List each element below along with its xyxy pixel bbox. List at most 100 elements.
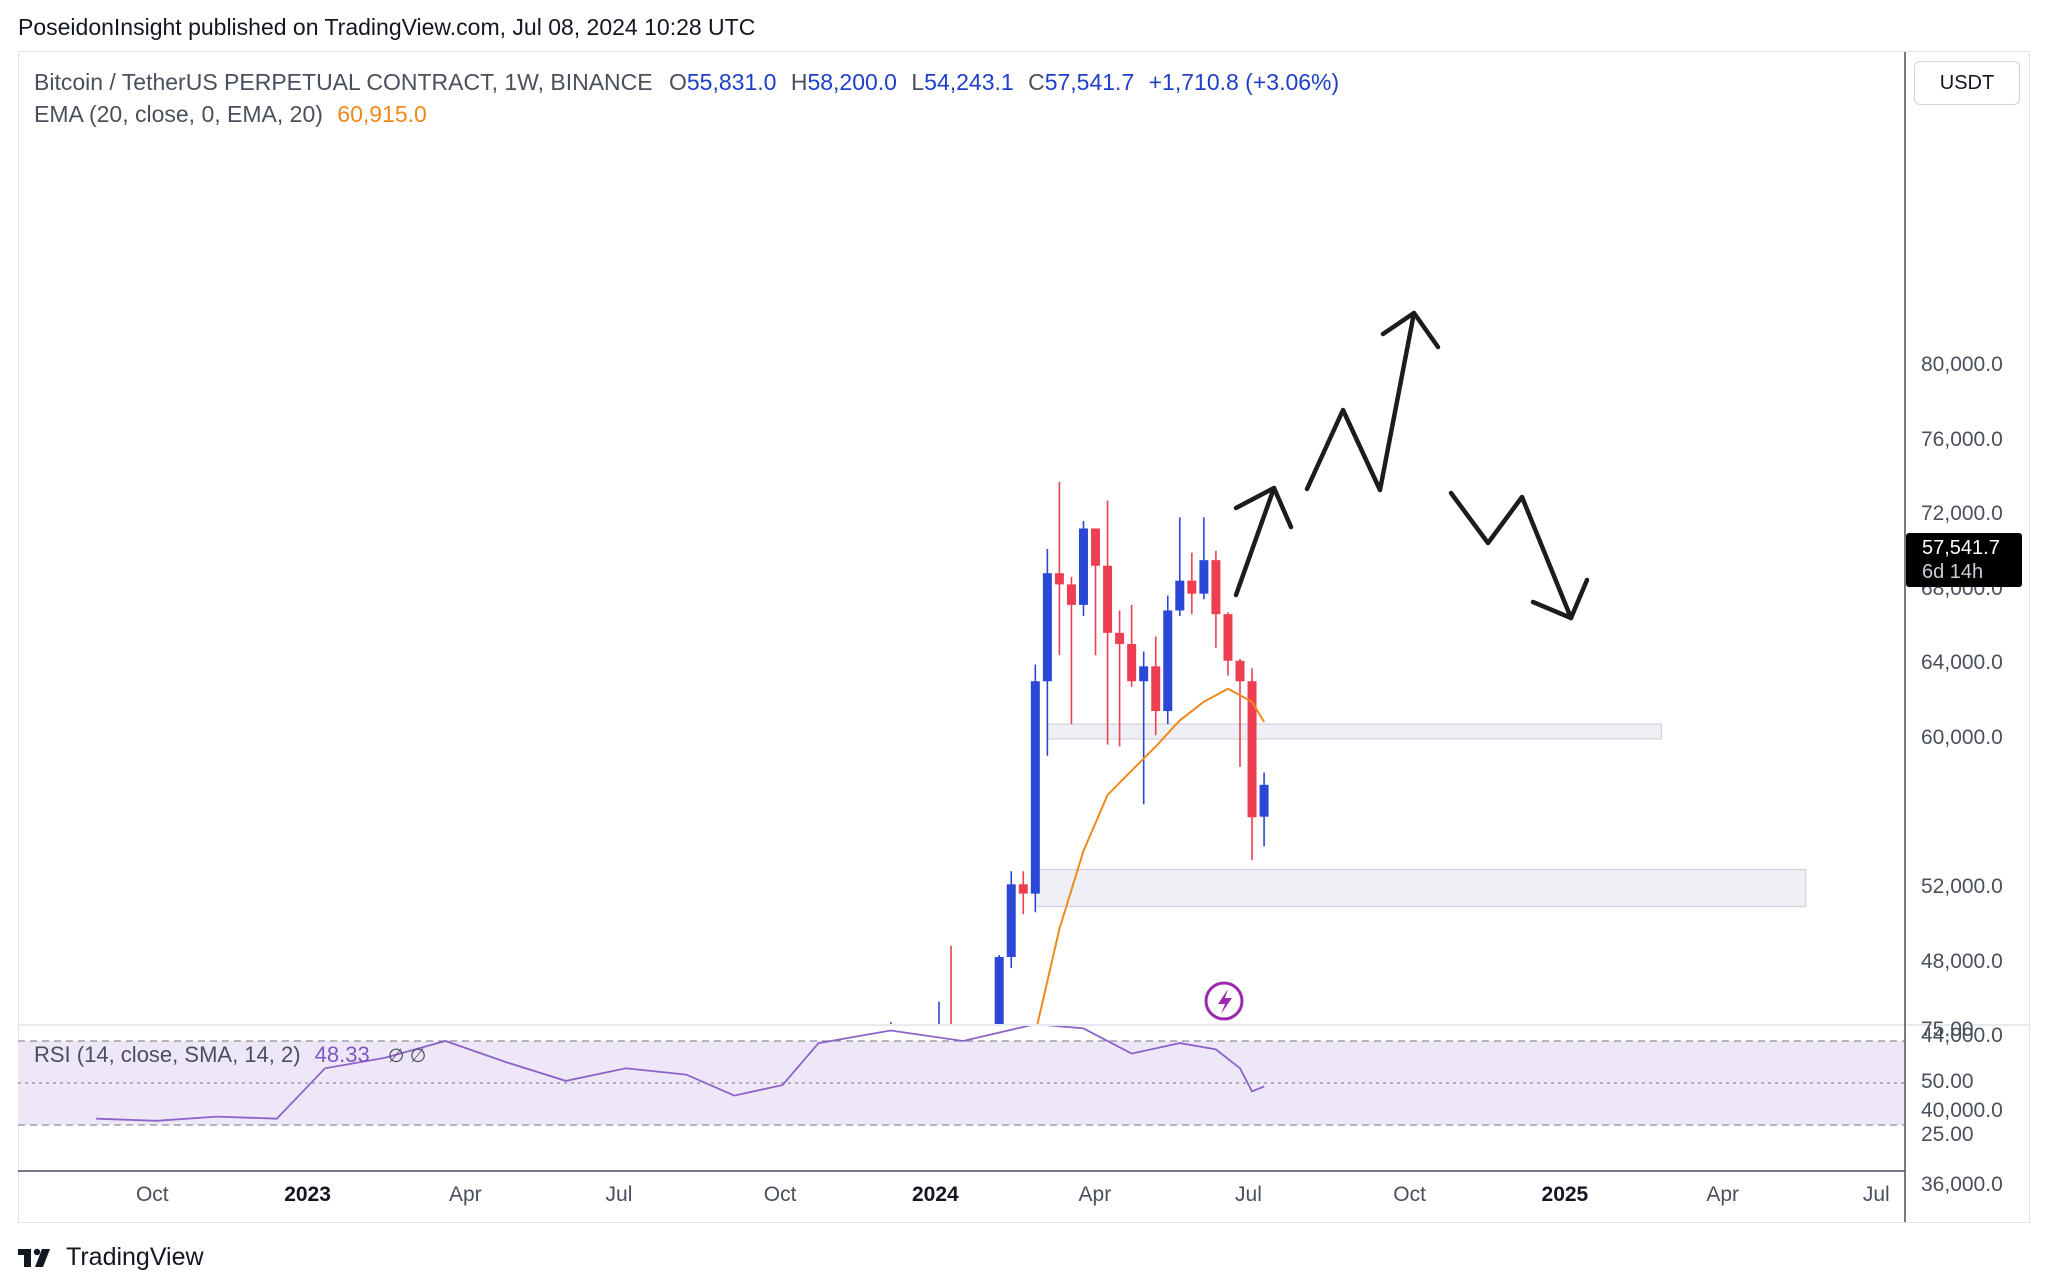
time-tick: Apr	[1706, 1183, 1739, 1206]
ema-layer	[1036, 687, 1265, 1024]
candles	[814, 481, 1269, 1288]
candle	[1163, 595, 1173, 725]
replay-icon	[1204, 981, 1244, 1021]
candle-body	[850, 1162, 859, 1166]
low-value: 54,243.1	[924, 69, 1014, 95]
candle-body	[1066, 584, 1076, 605]
rsi-value: 48.33	[314, 1042, 370, 1067]
candle	[1175, 517, 1185, 617]
price-tick: 80,000.0	[1921, 353, 2003, 377]
chart-legend: Bitcoin / TetherUS PERPETUAL CONTRACT, 1…	[34, 66, 1339, 130]
arrow-small-up	[1233, 485, 1277, 598]
rsi-tick: 50.00	[1921, 1070, 1974, 1093]
candle-body	[1054, 573, 1064, 585]
price-tick: 76,000.0	[1921, 427, 2003, 451]
lightning-icon	[1218, 989, 1232, 1014]
high-label: H	[790, 69, 808, 95]
price-tick: 72,000.0	[1921, 502, 2003, 526]
candle-body	[1199, 560, 1209, 594]
candle	[814, 1190, 823, 1288]
candle-body	[1223, 614, 1233, 661]
time-tick: Apr	[449, 1183, 482, 1206]
candle-body	[1006, 884, 1016, 957]
candle-body	[826, 1205, 835, 1214]
candle	[838, 1151, 847, 1211]
candle	[1103, 500, 1113, 745]
rsi-extra: ∅ ∅	[387, 1046, 427, 1067]
candle	[938, 1001, 940, 1024]
candle	[1078, 521, 1088, 617]
time-tick: Jul	[605, 1183, 633, 1206]
replay-icon-circle	[1204, 981, 1244, 1021]
price-zones	[1034, 723, 1807, 908]
last-price-tag: 57,541.7 6d 14h	[1906, 533, 2022, 587]
time-tick: Apr	[1078, 1183, 1112, 1206]
price-tick: 60,000.0	[1921, 726, 2003, 749]
candle	[950, 945, 952, 1024]
open-label: O	[669, 69, 687, 95]
currency-button[interactable]: USDT	[1914, 61, 2020, 105]
zone-resistance	[1046, 723, 1662, 740]
candle-body	[1247, 681, 1257, 818]
close-label: C	[1028, 69, 1045, 95]
arrow-bullish-path	[1304, 310, 1417, 493]
ema-row: EMA (20, close, 0, EMA, 20) 60,915.0	[34, 98, 1339, 130]
candle	[862, 1141, 871, 1184]
candle	[1211, 550, 1221, 648]
zone-support	[1034, 868, 1807, 908]
time-tick: Jul	[1862, 1183, 1890, 1206]
symbol-row: Bitcoin / TetherUS PERPETUAL CONTRACT, 1…	[34, 66, 1339, 98]
arrow-bullish-head	[1380, 310, 1441, 350]
candle	[1127, 604, 1137, 687]
candle-body	[1042, 573, 1052, 682]
candle-body	[1091, 528, 1101, 566]
branding[interactable]: TradingView	[18, 1243, 204, 1272]
candle-body	[1139, 666, 1149, 682]
rsi-line	[96, 1026, 1265, 1122]
candle	[1235, 658, 1245, 767]
candle	[1042, 548, 1052, 756]
candle-body	[1175, 580, 1185, 611]
candle-body	[1018, 884, 1028, 894]
candle	[994, 955, 1004, 1024]
rsi-label: RSI (14, close, SMA, 14, 2)	[34, 1042, 301, 1067]
time-tick: 2024	[912, 1183, 959, 1206]
time-tick: 2023	[284, 1183, 331, 1206]
candle-body	[1163, 610, 1173, 712]
bar-countdown: 6d 14h	[1922, 561, 1984, 583]
candle	[1187, 552, 1197, 615]
ema-line	[1036, 687, 1265, 1024]
candle-body	[1115, 632, 1125, 644]
open-value: 55,831.0	[686, 69, 777, 95]
change-value: +1,710.8 (+3.06%)	[1148, 69, 1340, 95]
candle	[1066, 576, 1076, 725]
candle-body	[994, 956, 1004, 1024]
time-tick: Oct	[135, 1183, 169, 1206]
price-tick: 40,000.0	[1921, 1098, 2003, 1122]
tradingview-logo-icon	[18, 1248, 50, 1267]
time-tick: Jul	[1235, 1183, 1262, 1206]
price-tick: 44,000.0	[1921, 1024, 2003, 1048]
time-tick: Oct	[1393, 1183, 1426, 1206]
candle	[1091, 528, 1101, 656]
rsi-band	[18, 1041, 1904, 1125]
publish-header: PoseidonInsight published on TradingView…	[18, 14, 756, 40]
projection-arrows	[1233, 310, 1590, 621]
candle-body	[814, 1214, 823, 1288]
candle-body	[862, 1154, 871, 1161]
candle-body	[1211, 560, 1221, 615]
candle	[1115, 610, 1125, 747]
chart-frame[interactable]	[18, 51, 2030, 1223]
price-tick: 52,000.0	[1921, 875, 2003, 899]
price-tick: 36,000.0	[1921, 1173, 2003, 1197]
arrow-bearish-path	[1448, 490, 1574, 621]
candle-body	[1103, 565, 1113, 633]
candle	[850, 1156, 859, 1195]
low-label: L	[911, 69, 925, 95]
candle-body	[1259, 784, 1269, 817]
high-value: 58,200.0	[807, 69, 897, 95]
price-tick: 48,000.0	[1921, 949, 2003, 973]
close-value: 57,541.7	[1044, 69, 1135, 95]
last-price-value: 57,541.7	[1922, 537, 2000, 559]
